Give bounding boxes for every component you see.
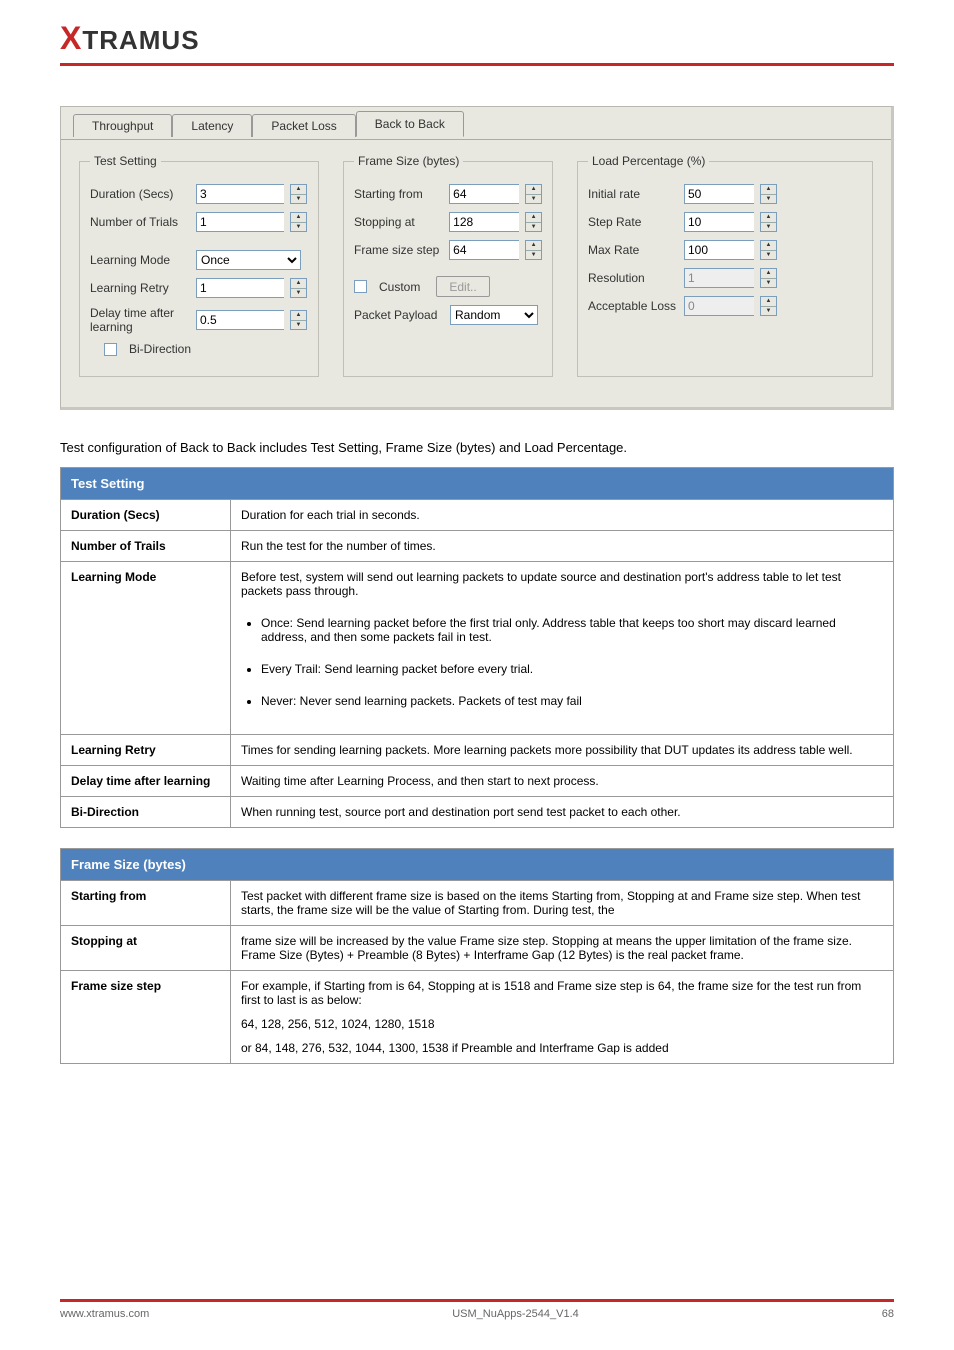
table-row: Frame size step For example, if Starting… — [61, 971, 894, 1064]
fieldset-load-percentage: Load Percentage (%) Initial rate ▲▼ Step… — [577, 154, 873, 377]
table-row: Learning Mode Before test, system will s… — [61, 562, 894, 735]
th-test-setting: Test Setting — [61, 468, 894, 500]
select-payload[interactable]: Random — [450, 305, 538, 325]
table-row: Number of TrailsRun the test for the num… — [61, 531, 894, 562]
input-acceptable-loss — [684, 296, 754, 316]
legend-frame-size: Frame Size (bytes) — [354, 154, 463, 168]
table-frame-size: Frame Size (bytes) Starting fromTest pac… — [60, 848, 894, 1064]
header-rule — [60, 63, 894, 66]
label-trials: Number of Trials — [90, 215, 190, 229]
th-frame-size: Frame Size (bytes) — [61, 849, 894, 881]
input-max-rate[interactable] — [684, 240, 754, 260]
input-resolution — [684, 268, 754, 288]
label-stop-at: Stopping at — [354, 215, 443, 229]
spin-stop-at[interactable]: ▲▼ — [525, 212, 542, 232]
table-row: Stopping atframe size will be increased … — [61, 926, 894, 971]
spin-max-rate[interactable]: ▲▼ — [760, 240, 777, 260]
tabs: Throughput Latency Packet Loss Back to B… — [61, 107, 891, 137]
checkbox-custom[interactable] — [354, 280, 367, 293]
select-learning-mode[interactable]: Once — [196, 250, 301, 270]
table-test-setting: Test Setting Duration (Secs)Duration for… — [60, 467, 894, 828]
legend-load-percentage: Load Percentage (%) — [588, 154, 709, 168]
spin-duration[interactable]: ▲▼ — [290, 184, 307, 204]
footer-left: www.xtramus.com — [60, 1308, 149, 1320]
spin-frame-step[interactable]: ▲▼ — [525, 240, 542, 260]
spin-trials[interactable]: ▲▼ — [290, 212, 307, 232]
footer: www.xtramus.com USM_NuApps-2544_V1.4 68 — [60, 1293, 894, 1321]
label-start-from: Starting from — [354, 187, 443, 201]
checkbox-bidirection[interactable] — [104, 343, 117, 356]
config-panel: Throughput Latency Packet Loss Back to B… — [60, 106, 894, 410]
label-custom: Custom — [379, 280, 420, 294]
spin-initial-rate[interactable]: ▲▼ — [760, 184, 777, 204]
spin-resolution: ▲▼ — [760, 268, 777, 288]
label-payload: Packet Payload — [354, 308, 444, 322]
intro-text: Test configuration of Back to Back inclu… — [60, 440, 894, 455]
spin-start-from[interactable]: ▲▼ — [525, 184, 542, 204]
tab-back-to-back[interactable]: Back to Back — [356, 111, 464, 137]
spin-step-rate[interactable]: ▲▼ — [760, 212, 777, 232]
legend-test-setting: Test Setting — [90, 154, 161, 168]
table-row: Bi-DirectionWhen running test, source po… — [61, 797, 894, 828]
input-stop-at[interactable] — [449, 212, 519, 232]
tab-throughput[interactable]: Throughput — [73, 114, 172, 137]
label-learning-mode: Learning Mode — [90, 253, 190, 267]
table-row: Duration (Secs)Duration for each trial i… — [61, 500, 894, 531]
spin-acceptable-loss: ▲▼ — [760, 296, 777, 316]
spin-delay[interactable]: ▲▼ — [290, 310, 307, 330]
input-delay[interactable] — [196, 310, 284, 330]
label-step-rate: Step Rate — [588, 215, 678, 229]
logo-x: X — [60, 20, 82, 56]
footer-rule — [60, 1299, 894, 1302]
logo-rest: TRAMUS — [82, 25, 199, 55]
label-frame-step: Frame size step — [354, 243, 443, 257]
tab-packet-loss[interactable]: Packet Loss — [252, 114, 355, 137]
fieldset-test-setting: Test Setting Duration (Secs) ▲▼ Number o… — [79, 154, 319, 377]
input-start-from[interactable] — [449, 184, 519, 204]
label-duration: Duration (Secs) — [90, 187, 190, 201]
footer-center: USM_NuApps-2544_V1.4 — [452, 1308, 579, 1320]
input-learning-retry[interactable] — [196, 278, 284, 298]
input-trials[interactable] — [196, 212, 284, 232]
label-delay: Delay time after learning — [90, 306, 190, 334]
input-step-rate[interactable] — [684, 212, 754, 232]
label-initial-rate: Initial rate — [588, 187, 678, 201]
footer-right: 68 — [882, 1308, 894, 1320]
label-learning-retry: Learning Retry — [90, 281, 190, 295]
spin-learning-retry[interactable]: ▲▼ — [290, 278, 307, 298]
table-row: Starting fromTest packet with different … — [61, 881, 894, 926]
tab-body: Test Setting Duration (Secs) ▲▼ Number o… — [61, 139, 891, 407]
label-resolution: Resolution — [588, 271, 678, 285]
tab-latency[interactable]: Latency — [172, 114, 252, 137]
label-max-rate: Max Rate — [588, 243, 678, 257]
input-duration[interactable] — [196, 184, 284, 204]
input-initial-rate[interactable] — [684, 184, 754, 204]
label-bidirection: Bi-Direction — [129, 342, 191, 356]
fieldset-frame-size: Frame Size (bytes) Starting from ▲▼ Stop… — [343, 154, 553, 377]
input-frame-step[interactable] — [449, 240, 519, 260]
table-row: Delay time after learningWaiting time af… — [61, 766, 894, 797]
logo: XTRAMUS — [60, 20, 894, 57]
button-edit[interactable]: Edit.. — [436, 276, 489, 297]
table-row: Learning RetryTimes for sending learning… — [61, 735, 894, 766]
label-acceptable-loss: Acceptable Loss — [588, 299, 678, 313]
